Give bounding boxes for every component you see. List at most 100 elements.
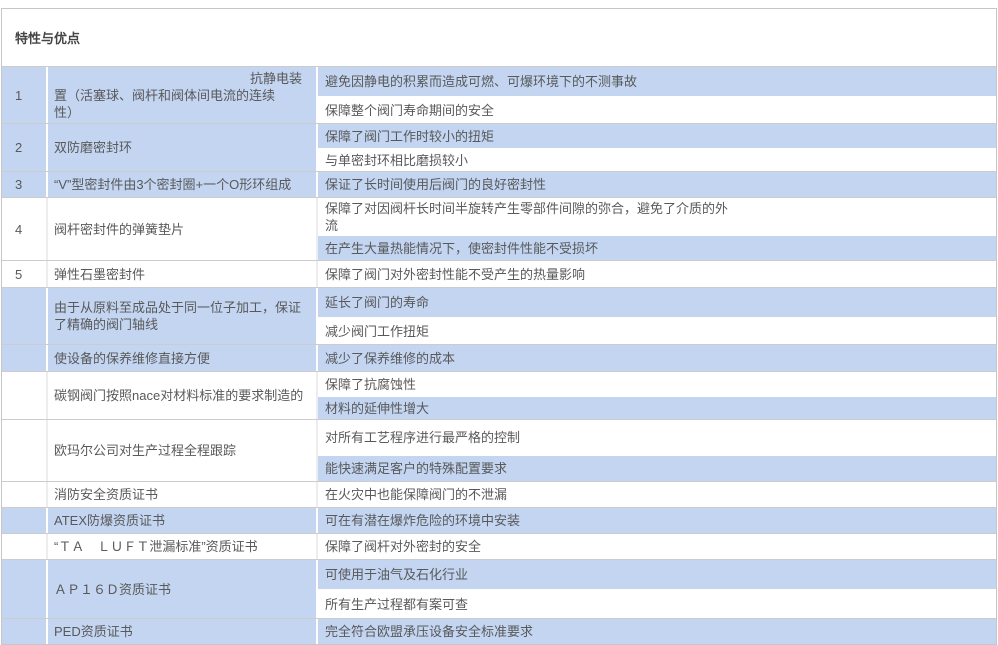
row-number: 4 bbox=[15, 221, 23, 237]
row-number: 3 bbox=[15, 177, 23, 192]
row-number-cell bbox=[2, 482, 48, 507]
feature-cell: ATEX防爆资质证书 bbox=[48, 508, 318, 533]
row-number-cell bbox=[2, 508, 48, 533]
benefit-item: 在火灾中也能保障阀门的不泄漏 bbox=[318, 482, 996, 507]
benefit-text: 在火灾中也能保障阀门的不泄漏 bbox=[325, 487, 508, 502]
table-row: 消防安全资质证书 在火灾中也能保障阀门的不泄漏 bbox=[2, 481, 996, 507]
feature-cell: 由于从原料至成品处于同一位子加工，保证 了精确的阀门轴线 bbox=[48, 288, 318, 344]
benefit-item: 保证了长时间使用后阀门的良好密封性 bbox=[318, 172, 996, 197]
feature-cell: 抗静电装置（活塞球、阀杆和阀体间电流的连续 性） bbox=[48, 67, 318, 123]
table-row: 碳钢阀门按照nace对材料标准的要求制造的 保障了抗腐蚀性材料的延伸性增大 bbox=[2, 371, 996, 419]
benefit-item: 保障整个阀门寿命期间的安全 bbox=[318, 96, 996, 123]
benefit-item: 可在有潜在爆炸危险的环境中安装 bbox=[318, 508, 996, 533]
benefit-text: 保证了长时间使用后阀门的良好密封性 bbox=[325, 177, 547, 192]
row-number: 1 bbox=[15, 87, 23, 103]
feature-text: ATEX防爆资质证书 bbox=[54, 513, 165, 528]
benefit-text: 在产生大量热能情况下，使密封件性能不受损坏 bbox=[325, 240, 599, 256]
benefit-text: 能快速满足客户的特殊配置要求 bbox=[325, 461, 508, 476]
row-number-cell bbox=[2, 534, 48, 559]
feature-text: 由于从原料至成品处于同一位子加工，保证 了精确的阀门轴线 bbox=[54, 300, 302, 332]
feature-text: 碳钢阀门按照nace对材料标准的要求制造的 bbox=[54, 388, 304, 403]
feature-cell: 欧玛尔公司对生产过程全程跟踪 bbox=[48, 420, 318, 481]
table-row: 由于从原料至成品处于同一位子加工，保证 了精确的阀门轴线 延长了阀门的寿命减少阀门… bbox=[2, 287, 996, 344]
feature-cell: ＡＰ１６Ｄ资质证书 bbox=[48, 560, 318, 618]
feature-text: PED资质证书 bbox=[54, 624, 133, 639]
feature-text: 欧玛尔公司对生产过程全程跟踪 bbox=[54, 443, 237, 458]
benefit-item: 在产生大量热能情况下，使密封件性能不受损坏 bbox=[318, 235, 996, 260]
benefits-cell: 避免因静电的积累而造成可燃、可爆环境下的不测事故保障整个阀门寿命期间的安全 bbox=[318, 67, 996, 123]
benefit-item: 保障了抗腐蚀性 bbox=[318, 372, 996, 396]
table-row: 使设备的保养维修直接方便 减少了保养维修的成本 bbox=[2, 344, 996, 371]
benefit-text: 可在有潜在爆炸危险的环境中安装 bbox=[325, 513, 521, 528]
feature-cell: 阀杆密封件的弹簧垫片 bbox=[48, 198, 318, 260]
table-title: 特性与优点 bbox=[15, 31, 81, 46]
row-number-cell bbox=[2, 345, 48, 371]
benefit-item: 保障了阀杆对外密封的安全 bbox=[318, 534, 996, 559]
feature-cell: “ＴＡ ＬＵＦＴ泄漏标准”资质证书 bbox=[48, 534, 318, 559]
row-number-cell bbox=[2, 619, 48, 644]
row-number-cell: 1 bbox=[2, 67, 48, 123]
table-row: 1 抗静电装置（活塞球、阀杆和阀体间电流的连续 性） 避免因静电的积累而造成可燃、可… bbox=[2, 66, 996, 123]
table-row: 2 双防磨密封环 保障了阀门工作时较小的扭矩与单密封环相比磨损较小 bbox=[2, 123, 996, 171]
row-number-cell: 2 bbox=[2, 124, 48, 171]
table-row: ATEX防爆资质证书 可在有潜在爆炸危险的环境中安装 bbox=[2, 507, 996, 533]
benefit-text: 避免因静电的积累而造成可燃、可爆环境下的不测事故 bbox=[325, 74, 638, 89]
benefit-item: 对所有工艺程序进行最严格的控制 bbox=[318, 420, 996, 455]
feature-cell: 碳钢阀门按照nace对材料标准的要求制造的 bbox=[48, 372, 318, 419]
benefit-text: 对所有工艺程序进行最严格的控制 bbox=[325, 430, 521, 445]
feature-cell: 双防磨密封环 bbox=[48, 124, 318, 171]
features-table: 特性与优点 1 抗静电装置（活塞球、阀杆和阀体间电流的连续 性） 避免因静电的积累而… bbox=[1, 8, 997, 645]
benefit-item: 材料的延伸性增大 bbox=[318, 396, 996, 419]
benefit-text: 保障了抗腐蚀性 bbox=[325, 376, 417, 392]
benefits-cell: 保障了对因阀杆长时间半旋转产生零部件间隙的弥合，避免了介质的外 流在产生大量热能… bbox=[318, 198, 996, 260]
feature-cell: “V”型密封件由3个密封圈+一个O形环组成 bbox=[48, 172, 318, 197]
benefits-cell: 完全符合欧盟承压设备安全标准要求 bbox=[318, 619, 996, 644]
row-number: 2 bbox=[15, 140, 23, 155]
row-number-cell: 4 bbox=[2, 198, 48, 260]
benefit-text: 保障了阀门对外密封性能不受产生的热量影响 bbox=[325, 266, 586, 282]
feature-cell: PED资质证书 bbox=[48, 619, 318, 644]
benefit-item: 所有生产过程都有案可查 bbox=[318, 589, 996, 618]
benefit-item: 保障了阀门工作时较小的扭矩 bbox=[318, 124, 996, 148]
benefit-text: 所有生产过程都有案可查 bbox=[325, 596, 469, 612]
row-number-cell bbox=[2, 288, 48, 344]
benefits-cell: 对所有工艺程序进行最严格的控制 能快速满足客户的特殊配置要求 bbox=[318, 420, 996, 481]
benefit-item: 减少阀门工作扭矩 bbox=[318, 317, 996, 344]
benefits-cell: 保障了阀门对外密封性能不受产生的热量影响 bbox=[318, 261, 996, 287]
benefit-text: 减少了保养维修的成本 bbox=[325, 350, 456, 366]
table-row: 5 弹性石墨密封件 保障了阀门对外密封性能不受产生的热量影响 bbox=[2, 260, 996, 287]
row-number-cell bbox=[2, 560, 48, 618]
feature-text: 双防磨密封环 bbox=[54, 140, 133, 155]
benefit-text: 保障了阀杆对外密封的安全 bbox=[325, 539, 482, 554]
benefit-text: 完全符合欧盟承压设备安全标准要求 bbox=[325, 624, 534, 639]
benefit-text: 减少阀门工作扭矩 bbox=[325, 323, 430, 339]
benefit-item: 可使用于油气及石化行业 bbox=[318, 560, 996, 589]
feature-cell: 消防安全资质证书 bbox=[48, 482, 318, 507]
table-row: “ＴＡ ＬＵＦＴ泄漏标准”资质证书 保障了阀杆对外密封的安全 bbox=[2, 533, 996, 559]
benefits-cell: 在火灾中也能保障阀门的不泄漏 bbox=[318, 482, 996, 507]
table-row: 4 阀杆密封件的弹簧垫片 保障了对因阀杆长时间半旋转产生零部件间隙的弥合，避免了介质… bbox=[2, 197, 996, 260]
benefit-text: 保障了对因阀杆长时间半旋转产生零部件间隙的弥合，避免了介质的外 流 bbox=[325, 200, 729, 233]
row-number-cell: 5 bbox=[2, 261, 48, 287]
table-body: 1 抗静电装置（活塞球、阀杆和阀体间电流的连续 性） 避免因静电的积累而造成可燃、可… bbox=[2, 66, 996, 644]
table-row: PED资质证书 完全符合欧盟承压设备安全标准要求 bbox=[2, 618, 996, 644]
row-number-cell: 3 bbox=[2, 172, 48, 197]
feature-text: ＡＰ１６Ｄ资质证书 bbox=[54, 581, 172, 597]
feature-text: “ＴＡ ＬＵＦＴ泄漏标准”资质证书 bbox=[54, 539, 258, 554]
benefits-cell: 保障了阀门工作时较小的扭矩与单密封环相比磨损较小 bbox=[318, 124, 996, 171]
benefits-cell: 可在有潜在爆炸危险的环境中安装 bbox=[318, 508, 996, 533]
table-row: 3 “V”型密封件由3个密封圈+一个O形环组成 保证了长时间使用后阀门的良好密封性 bbox=[2, 171, 996, 197]
feature-cell: 使设备的保养维修直接方便 bbox=[48, 345, 318, 371]
benefit-text: 可使用于油气及石化行业 bbox=[325, 567, 469, 582]
benefits-cell: 保障了阀杆对外密封的安全 bbox=[318, 534, 996, 559]
feature-text: 弹性石墨密封件 bbox=[54, 266, 146, 282]
benefit-item: 延长了阀门的寿命 bbox=[318, 288, 996, 317]
benefit-item: 避免因静电的积累而造成可燃、可爆环境下的不测事故 bbox=[318, 67, 996, 96]
benefit-item: 完全符合欧盟承压设备安全标准要求 bbox=[318, 619, 996, 644]
table-row: 欧玛尔公司对生产过程全程跟踪 对所有工艺程序进行最严格的控制 能快速满足客户的特殊配… bbox=[2, 419, 996, 481]
feature-text: “V”型密封件由3个密封圈+一个O形环组成 bbox=[54, 177, 292, 192]
benefits-cell: 减少了保养维修的成本 bbox=[318, 345, 996, 371]
feature-text: 阀杆密封件的弹簧垫片 bbox=[54, 221, 185, 237]
benefit-text: 与单密封环相比磨损较小 bbox=[325, 152, 469, 168]
benefits-cell: 延长了阀门的寿命减少阀门工作扭矩 bbox=[318, 288, 996, 344]
